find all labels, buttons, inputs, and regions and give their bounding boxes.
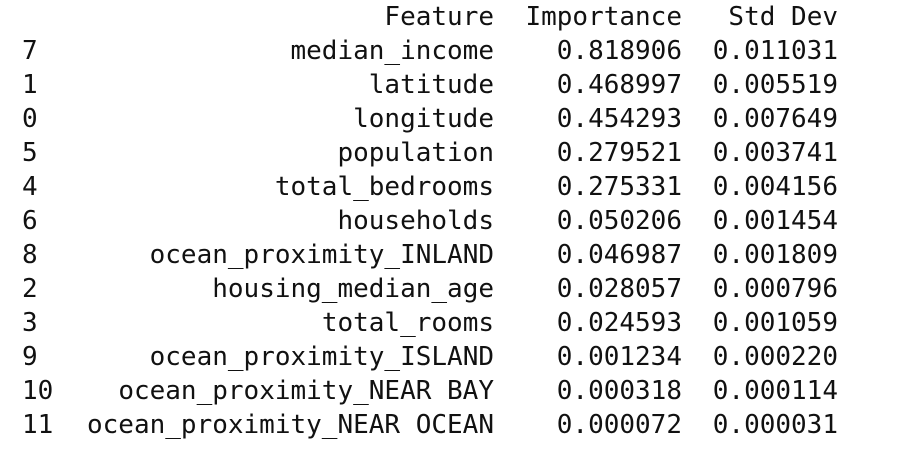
row-index: 7 bbox=[22, 36, 38, 66]
row-importance: 0.468997 bbox=[556, 70, 682, 100]
table-body: 7 median_income 0.818906 0.011031 1 lati… bbox=[0, 34, 838, 442]
row-index: 2 bbox=[22, 274, 38, 304]
row-importance: 0.046987 bbox=[556, 240, 682, 270]
row-index: 11 bbox=[22, 410, 54, 440]
row-feature: ocean_proximity_ISLAND bbox=[149, 342, 494, 372]
header-std-dev: Std Dev bbox=[728, 2, 838, 32]
row-std-dev: 0.000031 bbox=[712, 410, 838, 440]
row-importance: 0.001234 bbox=[556, 342, 682, 372]
row-index: 3 bbox=[22, 308, 38, 338]
row-feature: ocean_proximity_NEAR OCEAN bbox=[87, 410, 494, 440]
row-std-dev: 0.001059 bbox=[712, 308, 838, 338]
row-index: 5 bbox=[22, 138, 38, 168]
row-importance: 0.000318 bbox=[556, 376, 682, 406]
table-row: 4 total_bedrooms 0.275331 0.004156 bbox=[0, 170, 838, 204]
row-index: 1 bbox=[22, 70, 38, 100]
row-feature: total_bedrooms bbox=[274, 172, 494, 202]
row-index: 9 bbox=[22, 342, 38, 372]
table-row: 3 total_rooms 0.024593 0.001059 bbox=[0, 306, 838, 340]
table-row: 6 households 0.050206 0.001454 bbox=[0, 204, 838, 238]
table-row: 1 latitude 0.468997 0.005519 bbox=[0, 68, 838, 102]
table-row: 9 ocean_proximity_ISLAND 0.001234 0.0002… bbox=[0, 340, 838, 374]
row-std-dev: 0.000220 bbox=[712, 342, 838, 372]
row-feature: ocean_proximity_INLAND bbox=[149, 240, 494, 270]
row-std-dev: 0.011031 bbox=[712, 36, 838, 66]
table-header: Feature Importance Std Dev bbox=[0, 0, 838, 34]
header-row: Feature Importance Std Dev bbox=[0, 0, 838, 34]
header-feature: Feature bbox=[384, 2, 494, 32]
row-importance: 0.275331 bbox=[556, 172, 682, 202]
row-std-dev: 0.000114 bbox=[712, 376, 838, 406]
row-feature: latitude bbox=[368, 70, 494, 100]
header-index bbox=[0, 0, 80, 34]
table-row: 5 population 0.279521 0.003741 bbox=[0, 136, 838, 170]
row-std-dev: 0.000796 bbox=[712, 274, 838, 304]
row-feature: housing_median_age bbox=[212, 274, 494, 304]
row-importance: 0.279521 bbox=[556, 138, 682, 168]
row-feature: longitude bbox=[353, 104, 494, 134]
row-index: 8 bbox=[22, 240, 38, 270]
row-std-dev: 0.003741 bbox=[712, 138, 838, 168]
row-feature: median_income bbox=[290, 36, 495, 66]
row-std-dev: 0.001454 bbox=[712, 206, 838, 236]
table-row: 8 ocean_proximity_INLAND 0.046987 0.0018… bbox=[0, 238, 838, 272]
row-importance: 0.028057 bbox=[556, 274, 682, 304]
table-row: 0 longitude 0.454293 0.007649 bbox=[0, 102, 838, 136]
row-index: 6 bbox=[22, 206, 38, 236]
feature-importance-table: Feature Importance Std Dev 7 median_inco… bbox=[0, 0, 838, 442]
table-row: 11 ocean_proximity_NEAR OCEAN 0.000072 0… bbox=[0, 408, 838, 442]
row-std-dev: 0.004156 bbox=[712, 172, 838, 202]
row-std-dev: 0.007649 bbox=[712, 104, 838, 134]
row-index: 4 bbox=[22, 172, 38, 202]
row-feature: total_rooms bbox=[321, 308, 494, 338]
row-importance: 0.024593 bbox=[556, 308, 682, 338]
table-row: 10 ocean_proximity_NEAR BAY 0.000318 0.0… bbox=[0, 374, 838, 408]
header-importance: Importance bbox=[525, 2, 682, 32]
row-feature: ocean_proximity_NEAR BAY bbox=[118, 376, 494, 406]
row-std-dev: 0.005519 bbox=[712, 70, 838, 100]
row-importance: 0.050206 bbox=[556, 206, 682, 236]
row-importance: 0.000072 bbox=[556, 410, 682, 440]
row-index: 0 bbox=[22, 104, 38, 134]
row-importance: 0.818906 bbox=[556, 36, 682, 66]
row-feature: households bbox=[337, 206, 494, 236]
row-feature: population bbox=[337, 138, 494, 168]
row-index: 10 bbox=[22, 376, 54, 406]
row-std-dev: 0.001809 bbox=[712, 240, 838, 270]
row-importance: 0.454293 bbox=[556, 104, 682, 134]
table-row: 7 median_income 0.818906 0.011031 bbox=[0, 34, 838, 68]
table-row: 2 housing_median_age 0.028057 0.000796 bbox=[0, 272, 838, 306]
